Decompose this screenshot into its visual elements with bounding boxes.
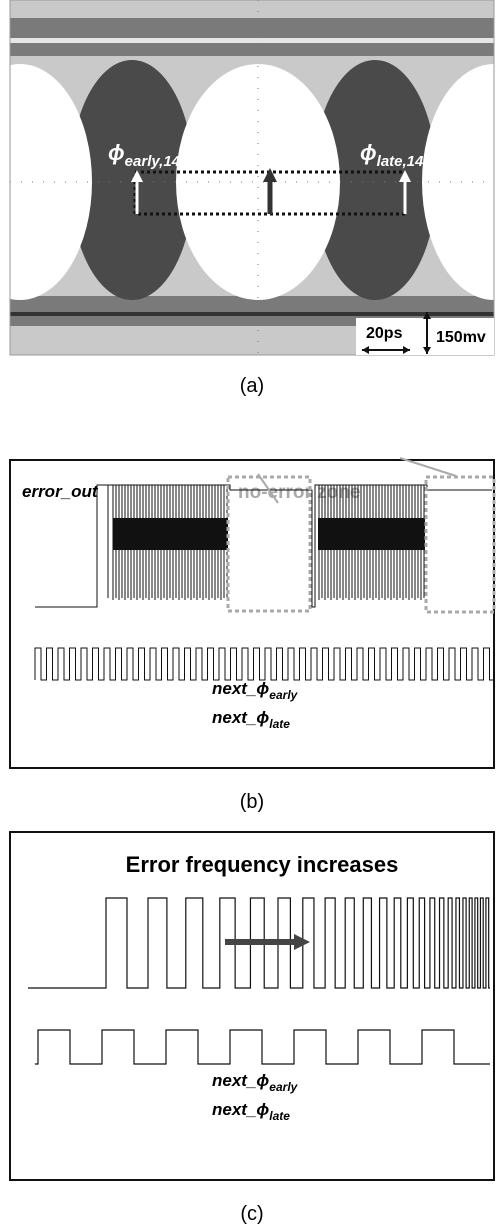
panel-frame (10, 832, 494, 1180)
top-band (10, 18, 494, 56)
figure: ϕearly,14 ϕ0 ϕlate,14 20ps 150mv (a) err… (0, 0, 504, 1228)
clock-sub: late (269, 1109, 290, 1123)
caption: (b) (240, 791, 264, 813)
phase-symbol: ϕ (108, 140, 125, 165)
clock-symbol: ϕ (256, 708, 269, 727)
edge (0, 0, 10, 355)
clock-symbol: ϕ (256, 679, 269, 698)
caption: (a) (240, 375, 264, 397)
eye-diagram: ϕearly,14 ϕ0 ϕlate,14 20ps 150mv (0, 0, 504, 355)
clock-sub: early (269, 688, 298, 702)
clock-prefix: next_ (212, 1071, 256, 1090)
top-trace (10, 38, 494, 43)
edge (494, 0, 504, 355)
signal-label: error_out (22, 482, 99, 501)
time-scale: 20ps (366, 325, 403, 342)
phase-symbol: ϕ (360, 140, 377, 165)
phase-symbol: ϕ (260, 140, 277, 165)
clock-trace (35, 648, 495, 680)
clock-prefix: next_ (212, 679, 256, 698)
clock-sub: early (269, 1080, 298, 1094)
clock-symbol: ϕ (256, 1100, 269, 1119)
phase-sub: late,14 (377, 153, 424, 170)
phase-sub: early,14 (125, 153, 181, 170)
panel-title: Error frequency increases (126, 852, 399, 877)
clock-prefix: next_ (212, 1100, 256, 1119)
clock-sub: late (269, 717, 290, 731)
bottom-trace (10, 312, 494, 316)
phase-sub: 0 (277, 153, 286, 170)
error-band (113, 518, 228, 550)
clock-symbol: ϕ (256, 1071, 269, 1090)
page: ϕearly,14 ϕ0 ϕlate,14 20ps 150mv (a) err… (0, 0, 504, 1228)
caption: (c) (240, 1203, 263, 1225)
clock-prefix: next_ (212, 708, 256, 727)
error-band (318, 518, 425, 550)
voltage-scale: 150mv (436, 329, 486, 346)
